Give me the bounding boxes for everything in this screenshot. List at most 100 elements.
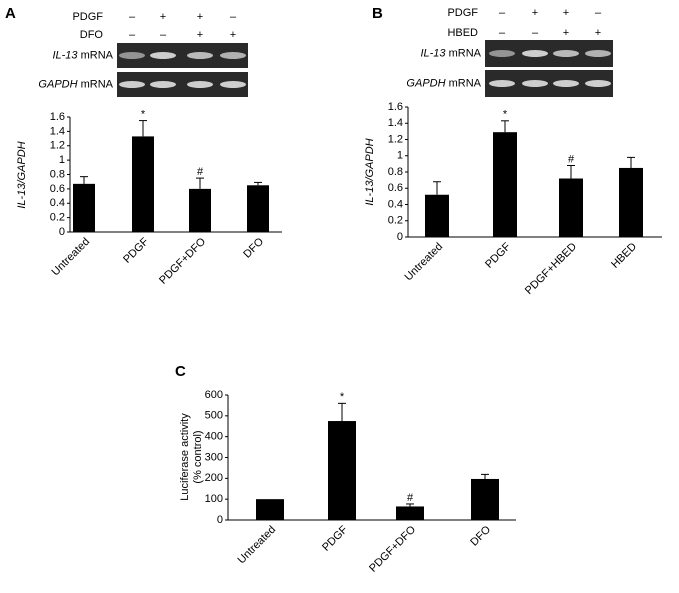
gel-band: [585, 50, 611, 57]
bar: [425, 194, 449, 237]
blot-suffix: mRNA: [449, 47, 482, 59]
x-tick-label: PDGF+DFO: [157, 235, 208, 286]
gel-band: [119, 52, 145, 59]
treatment-sign: +: [563, 27, 569, 39]
treatment-sign: +: [595, 27, 601, 39]
x-tick-label: HBED: [609, 241, 639, 271]
y-axis-label: (% control): [192, 430, 204, 483]
y-tick-label: 0: [59, 226, 65, 238]
treatment-sign: –: [595, 7, 602, 19]
y-axis-label: IL-13/GAPDH: [16, 141, 28, 208]
x-tick-label: PDGF+DFO: [367, 523, 418, 574]
gel-band: [187, 52, 213, 59]
gel-band: [489, 80, 515, 87]
gel-band: [119, 81, 145, 88]
panel-letter: C: [175, 363, 186, 380]
y-tick-label: 400: [205, 431, 223, 443]
treatment-sign: +: [532, 7, 538, 19]
blot-gene: IL-13: [420, 47, 446, 59]
bar: [73, 183, 95, 232]
blot-label: GAPDH mRNA: [38, 78, 113, 90]
blot-gene: GAPDH: [38, 78, 77, 90]
y-tick-label: 1.2: [50, 140, 65, 152]
blot-label: IL-13 mRNA: [420, 47, 481, 59]
y-tick-label: 1: [397, 150, 403, 162]
bar: [493, 132, 517, 237]
y-tick-label: 0.8: [50, 168, 65, 180]
y-tick-label: 100: [205, 493, 223, 505]
treatment-sign: +: [197, 29, 203, 41]
gel-band: [553, 80, 579, 87]
bar: [247, 185, 269, 232]
gel-band: [187, 81, 213, 88]
x-tick-label: DFO: [468, 523, 493, 548]
x-tick-label: PDGF: [121, 235, 151, 265]
bar: [396, 506, 424, 520]
y-tick-label: 1.6: [388, 101, 403, 113]
gel-band: [489, 50, 515, 57]
x-tick-label: PDGF: [483, 240, 513, 270]
y-tick-label: 1.4: [50, 125, 65, 137]
y-tick-label: 0: [217, 514, 223, 526]
treatment-label: HBED: [447, 27, 478, 39]
treatment-sign: –: [499, 7, 506, 19]
y-axis-label: IL-13/GAPDH: [364, 138, 376, 205]
panel-letter: B: [372, 5, 383, 22]
gel-band: [150, 52, 176, 59]
treatment-sign: +: [563, 7, 569, 19]
bar: [328, 421, 356, 520]
significance-mark: #: [197, 166, 204, 178]
blot-label: GAPDH mRNA: [406, 77, 481, 89]
blot-suffix: mRNA: [81, 78, 114, 90]
y-tick-label: 0.4: [50, 197, 65, 209]
gel-band: [553, 50, 579, 57]
treatment-sign: +: [230, 29, 236, 41]
y-tick-label: 500: [205, 410, 223, 422]
y-tick-label: 1: [59, 154, 65, 166]
y-tick-label: 0: [397, 231, 403, 243]
significance-mark: *: [503, 109, 508, 121]
y-tick-label: 0.2: [388, 215, 403, 227]
y-tick-label: 0.8: [388, 166, 403, 178]
significance-mark: #: [568, 153, 575, 165]
bar: [189, 188, 211, 232]
bar: [256, 499, 284, 520]
bar: [132, 136, 154, 232]
y-axis-label: Luciferase activity: [179, 413, 191, 501]
treatment-sign: –: [499, 27, 506, 39]
treatment-label: DFO: [80, 29, 104, 41]
x-tick-label: DFO: [241, 235, 266, 260]
significance-mark: #: [407, 492, 414, 504]
y-tick-label: 600: [205, 389, 223, 401]
treatment-label: PDGF: [72, 11, 103, 23]
significance-mark: *: [340, 391, 345, 403]
y-tick-label: 200: [205, 472, 223, 484]
x-tick-label: Untreated: [236, 524, 279, 567]
y-tick-label: 300: [205, 451, 223, 463]
blot-suffix: mRNA: [449, 77, 482, 89]
y-tick-label: 1.6: [50, 111, 65, 123]
x-tick-label: PDGF: [320, 523, 350, 553]
blot-gene: IL-13: [52, 49, 78, 61]
gel-band: [585, 80, 611, 87]
panel-letter: A: [5, 5, 16, 22]
treatment-sign: –: [160, 29, 167, 41]
x-tick-label: Untreated: [403, 241, 446, 284]
bar: [619, 167, 643, 237]
y-tick-label: 0.2: [50, 212, 65, 224]
treatment-sign: –: [129, 29, 136, 41]
gel-band: [150, 81, 176, 88]
treatment-sign: –: [532, 27, 539, 39]
x-tick-label: Untreated: [50, 236, 93, 279]
bar: [471, 478, 499, 520]
treatment-sign: +: [197, 11, 203, 23]
blot-label: IL-13 mRNA: [52, 49, 113, 61]
x-tick-label: PDGF+HBED: [523, 241, 579, 297]
treatment-label: PDGF: [447, 7, 478, 19]
treatment-sign: +: [160, 11, 166, 23]
gel-band: [522, 50, 548, 57]
y-tick-label: 0.6: [388, 182, 403, 194]
y-tick-label: 0.4: [388, 198, 403, 210]
y-tick-label: 1.2: [388, 133, 403, 145]
